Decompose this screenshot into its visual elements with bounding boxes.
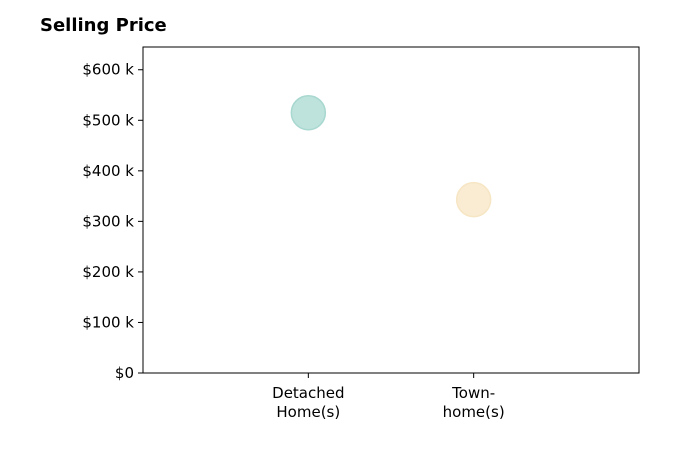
x-tick-label: Town-home(s) xyxy=(443,384,505,421)
y-tick-label: $200 k xyxy=(82,263,134,281)
y-tick-label: $0 xyxy=(115,364,134,382)
y-tick-label: $100 k xyxy=(82,313,134,331)
x-axis: Detached Home(s) Town-home(s) xyxy=(272,373,505,421)
y-tick-label: $500 k xyxy=(82,111,134,129)
chart-title: Selling Price xyxy=(40,15,167,36)
y-axis: $0 $100 k $200 k $300 k $400 k $500 k $600 k xyxy=(82,61,143,382)
y-tick-label: $300 k xyxy=(82,212,134,230)
y-tick-label: $400 k xyxy=(82,162,134,180)
data-point xyxy=(455,181,492,218)
y-tick-label: $600 k xyxy=(82,61,134,79)
data-point xyxy=(290,94,327,131)
data-points xyxy=(290,94,492,218)
x-tick-label: Detached Home(s) xyxy=(272,384,344,421)
plot-frame xyxy=(142,46,640,374)
